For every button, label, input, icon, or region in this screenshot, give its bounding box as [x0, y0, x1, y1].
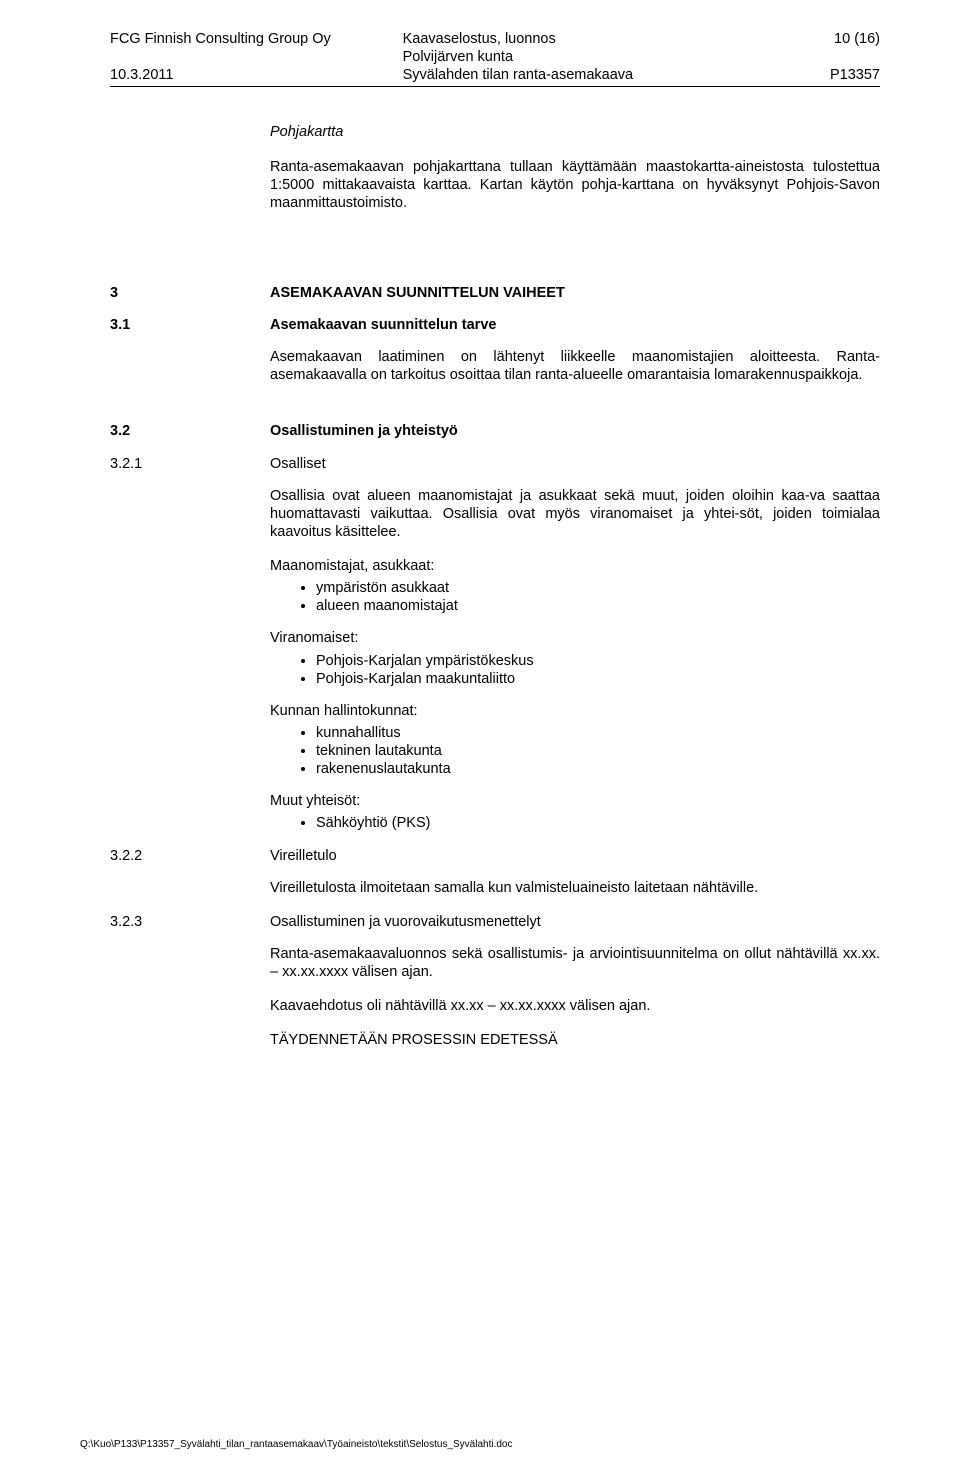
intro-block: Pohjakartta Ranta-asemakaavan pohjakartt… — [270, 123, 880, 212]
section-3-1-num: 3.1 — [110, 316, 270, 334]
header-date: 10.3.2011 — [110, 66, 403, 84]
group-3-list: kunnahallitus tekninen lautakunta rakene… — [270, 724, 880, 778]
list-item: alueen maanomistajat — [316, 597, 880, 615]
list-item: rakenenuslautakunta — [316, 760, 880, 778]
section-3-heading: 3 ASEMAKAAVAN SUUNNITTELUN VAIHEET — [110, 284, 880, 302]
section-3-2-num: 3.2 — [110, 422, 270, 440]
group-3-title: Kunnan hallintokunnat: — [270, 702, 880, 720]
section-3-2-heading: 3.2 Osallistuminen ja yhteistyö — [110, 422, 880, 440]
intro-para1: Ranta-asemakaavan pohjakarttana tullaan … — [270, 158, 880, 212]
section-3-1-heading: 3.1 Asemakaavan suunnittelun tarve — [110, 316, 880, 334]
section-3-2-3-title: Osallistuminen ja vuorovaikutusmenettely… — [270, 913, 541, 931]
section-3-2-1-num: 3.2.1 — [110, 455, 270, 473]
header-row-3: 10.3.2011 Syvälahden tilan ranta-asemaka… — [110, 66, 880, 87]
group-1-title: Maanomistajat, asukkaat: — [270, 557, 880, 575]
section-3-1-body: Asemakaavan laatiminen on lähtenyt liikk… — [270, 348, 880, 384]
header-empty-2 — [726, 48, 880, 66]
list-item: Pohjois-Karjalan maakuntaliitto — [316, 670, 880, 688]
section-3-title: ASEMAKAAVAN SUUNNITTELUN VAIHEET — [270, 284, 565, 302]
section-3-2-3-para1: Ranta-asemakaavaluonnos sekä osallistumi… — [270, 945, 880, 981]
section-3-2-3-body: Ranta-asemakaavaluonnos sekä osallistumi… — [270, 945, 880, 1050]
header-company: FCG Finnish Consulting Group Oy — [110, 30, 403, 48]
list-item: ympäristön asukkaat — [316, 579, 880, 597]
header-project: P13357 — [726, 66, 880, 84]
section-3-2-3-num: 3.2.3 — [110, 913, 270, 931]
header-empty-1 — [110, 48, 403, 66]
section-3-1-title: Asemakaavan suunnittelun tarve — [270, 316, 496, 334]
section-3-num: 3 — [110, 284, 270, 302]
header-row-1: FCG Finnish Consulting Group Oy Kaavasel… — [110, 30, 880, 48]
section-3-2-1-body: Osallisia ovat alueen maanomistajat ja a… — [270, 487, 880, 833]
section-3-2-2-heading: 3.2.2 Vireilletulo — [110, 847, 880, 865]
section-3-2-3-para2: Kaavaehdotus oli nähtävillä xx.xx – xx.x… — [270, 997, 880, 1015]
section-3-2-1-heading: 3.2.1 Osalliset — [110, 455, 880, 473]
intro-title: Pohjakartta — [270, 123, 880, 141]
section-3-2-2-body: Vireilletulosta ilmoitetaan samalla kun … — [270, 879, 880, 897]
list-item: Pohjois-Karjalan ympäristökeskus — [316, 652, 880, 670]
group-4-title: Muut yhteisöt: — [270, 792, 880, 810]
footer-path: Q:\Kuo\P133\P13357_Syvälahti_tilan_ranta… — [80, 1439, 513, 1452]
section-3-2-3-para3: TÄYDENNETÄÄN PROSESSIN EDETESSÄ — [270, 1031, 880, 1049]
header-plan: Syvälahden tilan ranta-asemakaava — [403, 66, 726, 84]
header-page-of: 10 (16) — [726, 30, 880, 48]
header-doc-type: Kaavaselostus, luonnos — [403, 30, 726, 48]
section-3-2-3-heading: 3.2.3 Osallistuminen ja vuorovaikutusmen… — [110, 913, 880, 931]
section-3-1-para: Asemakaavan laatiminen on lähtenyt liikk… — [270, 348, 880, 384]
section-3-2-title: Osallistuminen ja yhteistyö — [270, 422, 458, 440]
group-1-list: ympäristön asukkaat alueen maanomistajat — [270, 579, 880, 615]
list-item: tekninen lautakunta — [316, 742, 880, 760]
section-3-2-1-title: Osalliset — [270, 455, 326, 473]
header-municipality: Polvijärven kunta — [403, 48, 726, 66]
section-3-2-2-title: Vireilletulo — [270, 847, 337, 865]
section-3-2-2-para: Vireilletulosta ilmoitetaan samalla kun … — [270, 879, 880, 897]
header-row-2: Polvijärven kunta — [110, 48, 880, 66]
list-item: Sähköyhtiö (PKS) — [316, 814, 880, 832]
document-page: FCG Finnish Consulting Group Oy Kaavasel… — [0, 0, 960, 1465]
group-2-list: Pohjois-Karjalan ympäristökeskus Pohjois… — [270, 652, 880, 688]
group-2-title: Viranomaiset: — [270, 629, 880, 647]
section-3-2-2-num: 3.2.2 — [110, 847, 270, 865]
section-3-2-1-para1: Osallisia ovat alueen maanomistajat ja a… — [270, 487, 880, 541]
list-item: kunnahallitus — [316, 724, 880, 742]
group-4-list: Sähköyhtiö (PKS) — [270, 814, 880, 832]
